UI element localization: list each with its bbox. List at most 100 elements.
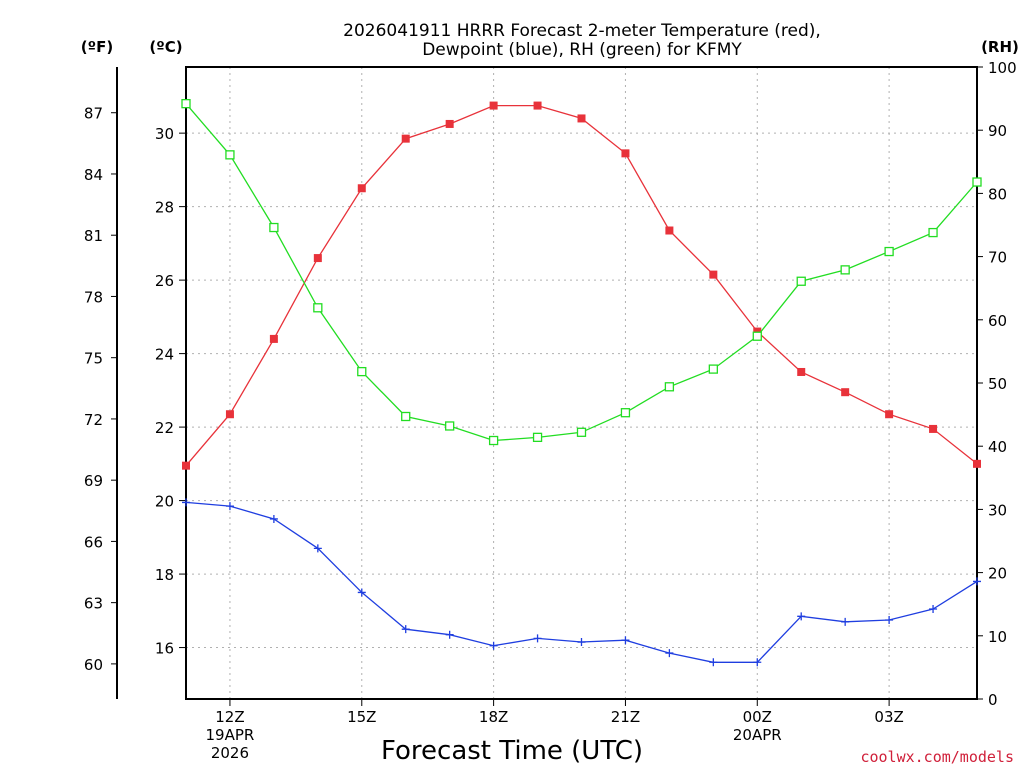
x-tick-label: 12Z [215,708,244,726]
dewpoint-point [182,498,190,507]
2-meter-temperature-point [445,119,454,128]
fahrenheit-tick-label: 81 [84,227,103,245]
x-axis-label: Forecast Time (UTC) [381,736,643,766]
rh-tick-label: 30 [988,501,1007,519]
relative-humidity-point [796,276,806,286]
celsius-tick-label: 22 [155,419,174,437]
relative-humidity-point [664,382,675,392]
dewpoint-point [577,638,586,647]
relative-humidity-point [752,331,762,341]
2-meter-temperature-point [225,410,234,419]
2-meter-temperature-point [577,114,586,123]
relative-humidity-point [708,364,718,374]
plot-frame [185,66,978,700]
celsius-unit-label: (ºC) [149,38,182,56]
dewpoint-point [621,636,630,645]
2-meter-temperature-point [709,270,718,279]
dewpoint-point [533,634,542,643]
dewpoint-point [665,649,674,658]
dewpoint-point [445,630,454,639]
x-tick-label: 03Z [874,708,903,726]
x-tick-label: 15Z [347,708,376,726]
x-tick-label: 00Z [743,708,772,726]
celsius-tick-label: 28 [155,199,174,217]
2-meter-temperature-point [401,134,410,143]
dewpoint-point [797,612,806,621]
rh-tick-label: 60 [988,312,1007,330]
2-meter-temperature-line [185,104,978,467]
relative-humidity-point [313,303,323,313]
fahrenheit-tick-label: 66 [84,533,103,551]
x-tick-label: 18Z [479,708,508,726]
2-meter-temperature-point [753,327,762,336]
relative-humidity-line [185,103,978,442]
dewpoint-point [225,502,234,511]
relative-humidity-point [357,366,367,377]
relative-humidity-point [532,432,543,443]
celsius-tick-label: 20 [155,493,174,511]
2-meter-temperature-point [489,101,498,110]
dewpoint-point [357,588,366,597]
fahrenheit-tick-label: 78 [84,288,103,306]
dewpoint-point [269,514,278,523]
credit-label: coolwx.com/models [860,748,1014,766]
fahrenheit-tick-label: 72 [84,411,103,429]
2-meter-temperature-point [973,459,981,468]
celsius-tick-label: 26 [155,272,174,290]
rh-unit-label: (RH) [981,38,1019,56]
x-tick-label: 21Z [611,708,640,726]
grid [186,67,977,699]
celsius-tick-label: 16 [155,640,174,658]
2-meter-temperature-point [885,410,894,419]
x-tick-date-label: 2026 [211,744,249,762]
dewpoint-point [973,577,981,586]
relative-humidity-point [884,246,894,257]
relative-humidity-point [620,408,631,418]
dewpoint-point [401,625,410,634]
relative-humidity-point [225,150,235,160]
fahrenheit-tick-label: 75 [84,350,103,368]
2-meter-temperature-point [533,101,542,110]
celsius-tick-label: 18 [155,566,174,584]
rh-tick-label: 50 [988,375,1007,393]
rh-tick-label: 90 [988,122,1007,140]
rh-tick-label: 80 [988,185,1007,203]
data-series [181,99,982,667]
relative-humidity-point [488,435,499,446]
relative-humidity-point [928,227,938,238]
fahrenheit-tick-label: 69 [84,472,103,490]
chart-title-line-2: Dewpoint (blue), RH (green) for KFMY [422,40,742,60]
relative-humidity-point [269,222,279,233]
dewpoint-point [313,544,322,553]
2-meter-temperature-point [269,334,278,343]
fahrenheit-tick-label: 60 [84,656,103,674]
relative-humidity-point [445,421,455,431]
rh-tick-label: 40 [988,438,1007,456]
rh-tick-label: 10 [988,628,1007,646]
dewpoint-point [841,617,850,626]
2-meter-temperature-point [665,226,674,235]
celsius-tick-label: 30 [155,125,174,143]
rh-tick-label: 100 [988,59,1017,77]
dewpoint-point [885,616,894,624]
dewpoint-point [709,658,718,667]
relative-humidity-point [972,177,982,187]
dewpoint-point [929,604,938,613]
dewpoint-point [753,658,762,667]
2-meter-temperature-point [797,367,806,376]
x-tick-date-label: 20APR [733,726,782,744]
fahrenheit-tick-label: 87 [84,105,103,123]
x-tick-date-label: 19APR [206,726,255,744]
rh-tick-label: 0 [988,691,998,709]
rh-tick-label: 20 [988,565,1007,583]
relative-humidity-point [181,99,191,109]
fahrenheit-tick-label: 63 [84,595,103,613]
fahrenheit-unit-label: (ºF) [81,38,113,56]
chart-title-line-1: 2026041911 HRRR Forecast 2-meter Tempera… [343,21,821,41]
2-meter-temperature-point [357,184,366,193]
2-meter-temperature-point [929,424,938,433]
celsius-tick-label: 24 [155,346,174,364]
relative-humidity-point [401,411,411,422]
